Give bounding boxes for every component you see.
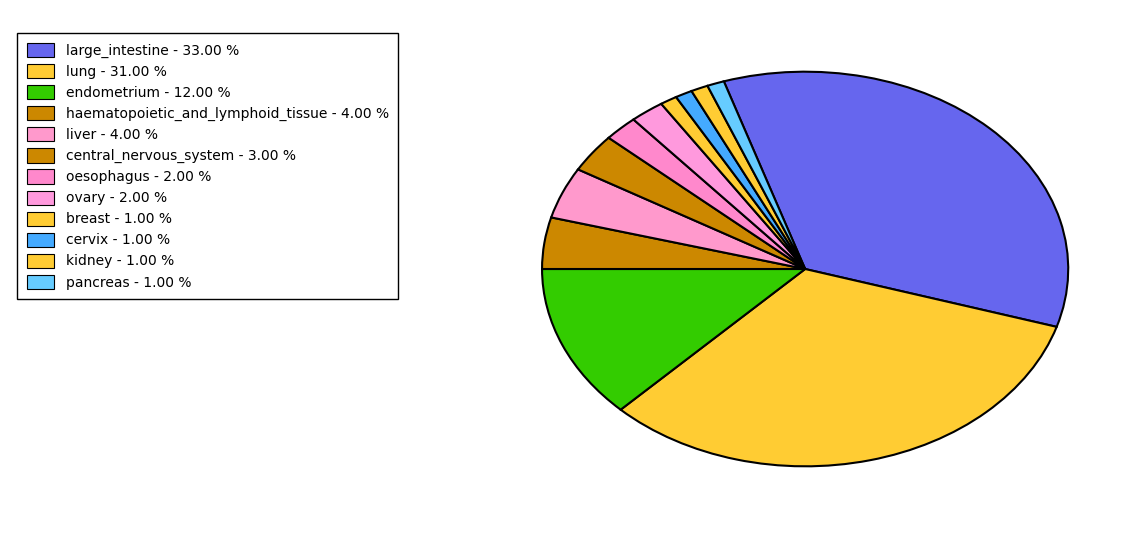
Wedge shape [542,217,805,269]
Wedge shape [723,72,1068,327]
Wedge shape [620,269,1057,466]
Legend: large_intestine - 33.00 %, lung - 31.00 %, endometrium - 12.00 %, haematopoietic: large_intestine - 33.00 %, lung - 31.00 … [17,33,398,299]
Wedge shape [708,81,805,269]
Wedge shape [692,86,805,269]
Wedge shape [578,138,805,269]
Wedge shape [661,97,805,269]
Wedge shape [609,119,805,269]
Wedge shape [551,169,805,269]
Wedge shape [676,91,805,269]
Wedge shape [542,269,805,409]
Wedge shape [634,104,805,269]
